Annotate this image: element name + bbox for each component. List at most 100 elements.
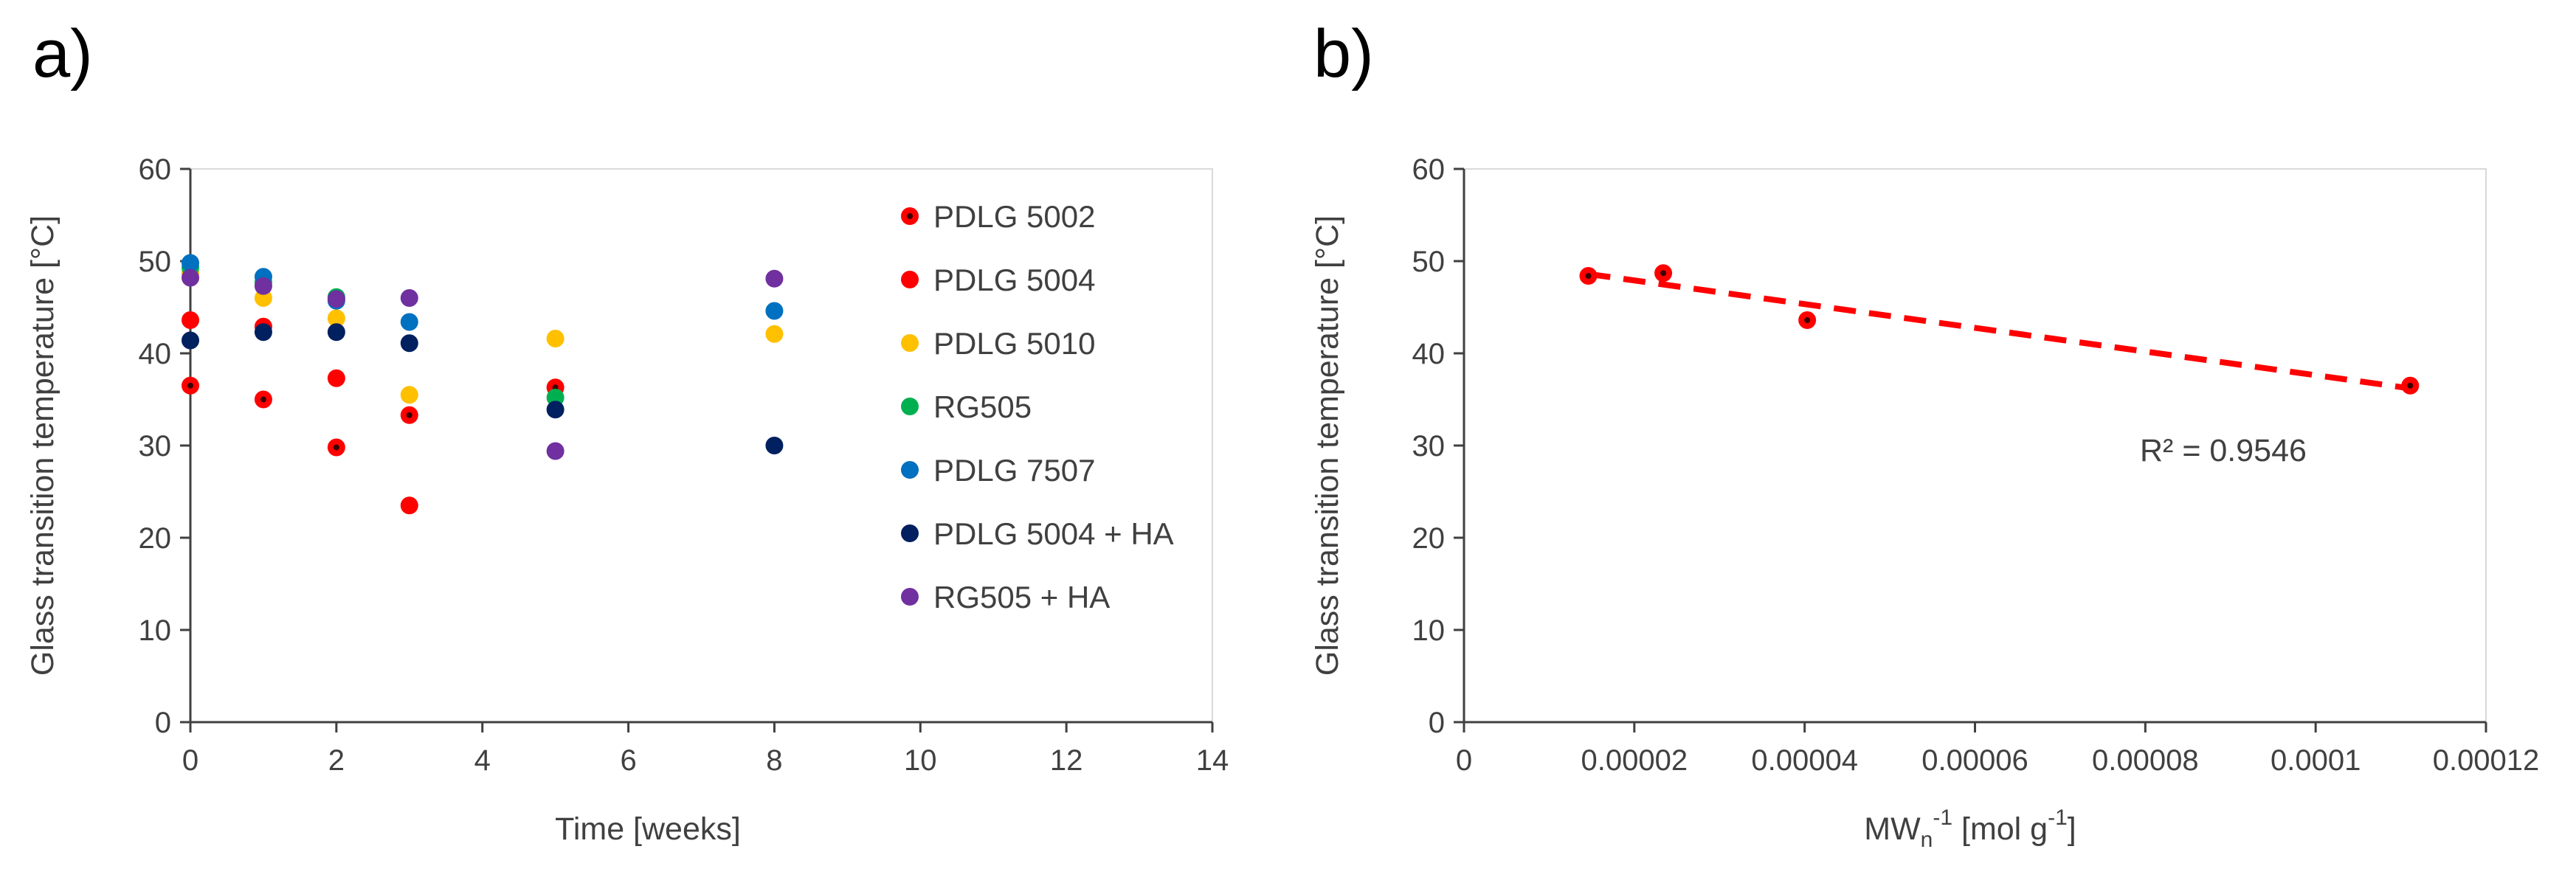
x-tick-label: 0	[182, 744, 198, 777]
chart-b-x-ticks: 0 0.00002 0.00004 0.00006 0.00008 0.0001 0.000…	[1456, 722, 2539, 777]
data-point-pdlg-5004	[182, 311, 199, 329]
data-point-pdlg-5004-ha	[400, 334, 418, 353]
legend-label: PDLG 5004 + HA	[933, 516, 1174, 551]
y-tick-label: 40	[139, 338, 172, 370]
chart-b-x-axis-title: MWn-1 [mol g-1]	[1864, 805, 2076, 852]
legend-marker	[901, 271, 919, 288]
y-tick-label: 20	[1412, 522, 1446, 555]
x-tick-label: 6	[620, 744, 636, 777]
data-point-pdlg-7507	[765, 302, 784, 320]
x-tick-label: 0.00008	[2092, 744, 2199, 777]
data-point-center	[260, 396, 266, 403]
x-title-superscript: -1	[1933, 805, 1952, 830]
legend-marker	[901, 398, 919, 415]
chart-a-x-ticks: 0 2 4 6 8 10 12 14	[182, 722, 1229, 777]
data-point-pdlg-5010	[327, 309, 345, 328]
data-point-pdlg-5004-ha	[182, 331, 199, 350]
chart-a-y-axis-title: Glass transition temperature [°C]	[25, 215, 61, 676]
data-point-pdlg-5004-ha	[546, 401, 564, 419]
y-tick-label: 20	[139, 522, 172, 555]
data-point-center	[187, 382, 193, 389]
x-tick-label: 8	[766, 744, 782, 777]
data-point-pdlg-5004-ha	[327, 323, 345, 342]
chart-b-points	[1579, 264, 2420, 395]
chart-b-r-squared-label: R² = 0.9546	[2140, 433, 2307, 468]
data-point-rg505-ha	[765, 269, 784, 288]
x-title-subscript: n	[1921, 828, 1933, 852]
legend-marker-center	[907, 213, 913, 219]
data-point-pdlg-5004	[400, 496, 418, 515]
y-tick-label: 10	[139, 614, 172, 647]
data-point-center	[1585, 273, 1592, 279]
chart-b-trendline-group	[1587, 271, 2411, 392]
data-point-pdlg-5004-ha	[254, 323, 272, 342]
y-tick-label: 50	[1412, 246, 1446, 278]
chart-a-legend: PDLG 5002 PDLG 5004 PDLG 5010 RG505 PDLG 750…	[901, 199, 1174, 614]
data-point-center	[406, 412, 412, 418]
x-tick-label: 0.0001	[2271, 744, 2361, 777]
x-tick-label: 0	[1456, 744, 1472, 777]
data-point-pdlg-5010	[765, 325, 784, 343]
data-point-rg505-ha	[327, 290, 345, 308]
chart-b-axes	[1463, 169, 2486, 724]
data-point-pdlg-5004	[327, 369, 345, 387]
y-tick-label: 0	[1429, 707, 1445, 739]
legend-label: PDLG 7507	[933, 453, 1095, 488]
x-title-main: MW	[1864, 811, 1921, 847]
chart-a-x-axis-title: Time [weeks]	[555, 811, 741, 847]
y-tick-label: 30	[139, 430, 172, 462]
y-tick-label: 30	[1412, 430, 1446, 462]
x-tick-label: 14	[1196, 744, 1229, 777]
panel-b-label: b)	[1313, 16, 1374, 91]
legend-label: PDLG 5004	[933, 263, 1095, 297]
x-tick-label: 0.00002	[1581, 744, 1688, 777]
data-point-center	[2407, 382, 2414, 389]
x-title-units: [mol g	[1952, 811, 2048, 847]
y-tick-label: 50	[139, 246, 172, 278]
x-tick-label: 0.00012	[2433, 744, 2540, 777]
panel-a-label: a)	[32, 16, 93, 91]
y-tick-label: 40	[1412, 338, 1446, 370]
x-tick-label: 0.00006	[1921, 744, 2028, 777]
chart-a-points	[182, 254, 784, 515]
data-point-center	[1804, 317, 1811, 323]
x-tick-label: 10	[904, 744, 937, 777]
data-point-rg505-ha	[254, 277, 272, 295]
legend-marker	[901, 461, 919, 479]
legend-label: PDLG 5010	[933, 326, 1095, 361]
chart-b: 0 10 20 30 40 50 60 0 0.00002 0.00004 0.00006 0.00…	[1310, 153, 2539, 852]
x-tick-label: 12	[1050, 744, 1083, 777]
x-tick-label: 2	[328, 744, 345, 777]
chart-b-plot-area	[1463, 168, 2487, 723]
data-point-pdlg-5010	[400, 386, 418, 404]
x-title-close: ]	[2068, 811, 2076, 847]
x-tick-label: 4	[474, 744, 491, 777]
x-tick-label: 0.00004	[1751, 744, 1858, 777]
data-point-pdlg-5004-ha	[765, 437, 784, 454]
x-title-units-superscript: -1	[2048, 805, 2068, 830]
data-point-pdlg-7507	[400, 313, 418, 331]
data-point-pdlg-7507	[182, 254, 199, 272]
y-tick-label: 60	[1412, 153, 1446, 186]
legend-label: PDLG 5002	[933, 199, 1095, 234]
data-point-pdlg-5010	[546, 330, 564, 347]
chart-a-y-ticks: 0 10 20 30 40 50 60	[139, 153, 190, 739]
chart-b-y-axis-title: Glass transition temperature [°C]	[1310, 215, 1345, 676]
data-point-rg505-ha	[546, 442, 564, 460]
legend-marker	[901, 334, 919, 352]
chart-b-y-ticks: 0 10 20 30 40 50 60	[1412, 153, 1464, 739]
legend-label: RG505	[933, 389, 1032, 424]
legend-label: RG505 + HA	[933, 580, 1110, 614]
y-tick-label: 0	[155, 707, 171, 739]
data-point-rg505-ha	[400, 289, 418, 307]
data-point-rg505-ha	[182, 268, 199, 287]
y-tick-label: 60	[139, 153, 172, 186]
trendline	[1587, 271, 2411, 392]
data-point-center	[1660, 270, 1667, 277]
legend-marker	[901, 524, 919, 542]
data-point-center	[333, 444, 339, 451]
chart-a: 0 10 20 30 40 50 60 0 2 4 6 8 10 12 14 Time [weeks] G…	[25, 153, 1229, 847]
legend-marker	[901, 588, 919, 606]
y-tick-label: 10	[1412, 614, 1446, 647]
